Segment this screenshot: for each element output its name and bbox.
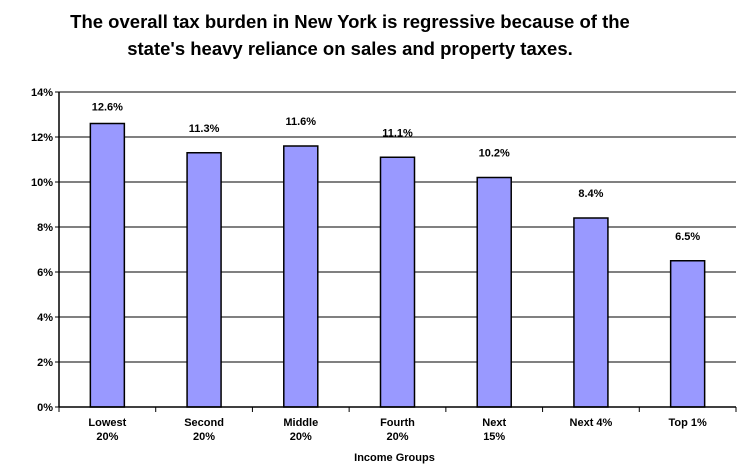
- data-label: 10.2%: [479, 148, 510, 160]
- bar: [283, 145, 319, 408]
- y-tick-label: 8%: [37, 222, 53, 234]
- data-label: 11.3%: [189, 123, 220, 135]
- x-axis-title: Income Groups: [354, 452, 435, 464]
- data-label: 6.5%: [675, 231, 700, 243]
- bar: [476, 176, 512, 408]
- x-tick-label: Lowest 20%: [88, 417, 126, 443]
- bar: [89, 122, 126, 408]
- y-tick-label: 12%: [31, 132, 53, 144]
- chart-title-line-2: state's heavy reliance on sales and prop…: [127, 38, 573, 59]
- y-tick-label: 6%: [37, 267, 53, 279]
- y-tick-label: 2%: [37, 357, 53, 369]
- data-label: 11.1%: [382, 127, 413, 139]
- bar: [186, 152, 222, 408]
- y-tick-label: 14%: [31, 87, 53, 99]
- x-tick-label: Top 1%: [668, 417, 707, 429]
- bar: [669, 260, 706, 408]
- x-tick-label: Fourth 20%: [380, 417, 415, 443]
- chart-title-line-1: The overall tax burden in New York is re…: [70, 11, 630, 32]
- y-tick-label: 10%: [31, 177, 53, 189]
- x-tick-label: Next 4%: [570, 417, 613, 429]
- x-tick-label: Next 15%: [482, 417, 506, 443]
- data-label: 12.6%: [92, 102, 123, 114]
- data-label: 8.4%: [578, 188, 603, 200]
- x-tick-label: Middle 20%: [283, 417, 318, 443]
- chart-title: The overall tax burden in New York is re…: [0, 8, 700, 62]
- y-tick-label: 4%: [37, 312, 53, 324]
- bar: [573, 217, 609, 408]
- y-tick-label: 0%: [37, 402, 53, 414]
- bar: [379, 156, 416, 408]
- x-tick-label: Second 20%: [184, 417, 224, 443]
- data-label: 11.6%: [285, 116, 316, 128]
